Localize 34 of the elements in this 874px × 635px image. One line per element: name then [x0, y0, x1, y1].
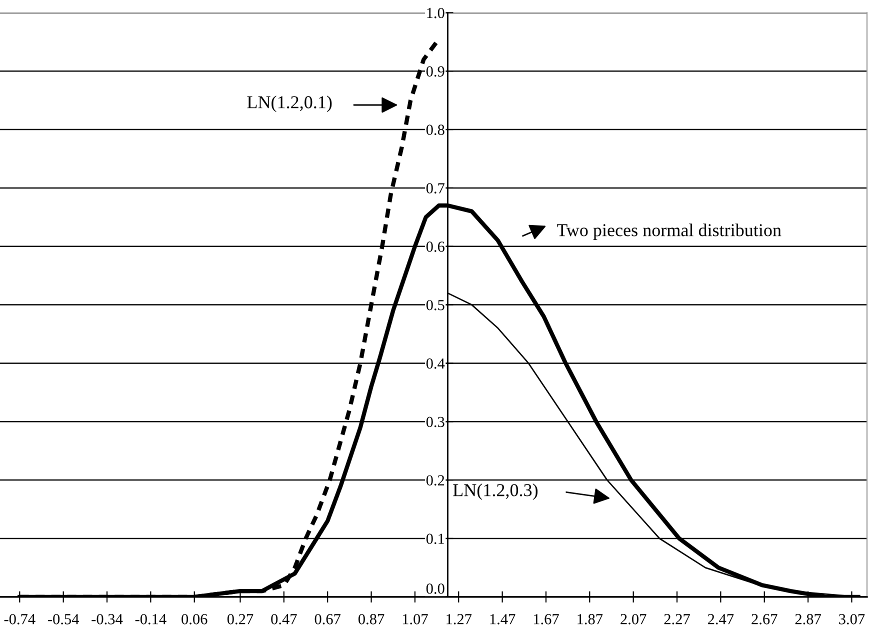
x-tick-label: 3.07	[839, 614, 865, 624]
x-tick-label: 2.47	[708, 614, 734, 624]
x-tick-label: 0.47	[271, 614, 297, 624]
y-tick-label: 0.3	[426, 416, 444, 428]
x-tick-label: 1.27	[446, 614, 472, 624]
y-tick-label: 0.7	[426, 183, 444, 194]
y-tick-label: 0.1	[426, 534, 444, 544]
y-tick-label: 0.6	[426, 242, 444, 252]
x-tick-label: 1.07	[402, 614, 428, 624]
annotation: LN(1.2,0.1)	[247, 96, 332, 112]
x-tick-label: 2.67	[752, 614, 778, 624]
x-tick-label: 1.47	[490, 614, 516, 624]
x-tick-label: 1.67	[534, 614, 559, 624]
y-tick-label: 1.0	[427, 8, 444, 18]
x-tick-label: 0.87	[358, 614, 384, 624]
y-tick-label: 0.2	[426, 475, 444, 486]
x-tick-label: 0.27	[227, 614, 254, 624]
annotation: LN(1.2,0.3)	[453, 484, 538, 500]
y-tick-label: 0.8	[426, 124, 444, 136]
x-tick-label: 0.67	[314, 614, 341, 624]
x-tick-label: 2.07	[620, 614, 646, 624]
x-tick-label: 0.06	[182, 614, 208, 624]
x-tick-label: -0.14	[135, 614, 166, 624]
x-tick-label: 2.87	[795, 614, 821, 624]
y-tick-label: 0.4	[426, 358, 445, 369]
y-tick-label: 0.5	[426, 300, 444, 310]
y-tick-label: 0.0	[426, 583, 444, 594]
x-tick-label: -0.74	[4, 614, 36, 624]
x-tick-label: -0.34	[92, 614, 123, 624]
x-tick-label: 2.27	[664, 614, 690, 624]
x-tick-label: 1.87	[578, 614, 603, 624]
y-tick-label: 0.9	[426, 66, 444, 77]
x-tick-label: -0.54	[48, 614, 80, 624]
annotation: Two pieces normal distribution	[556, 224, 782, 240]
